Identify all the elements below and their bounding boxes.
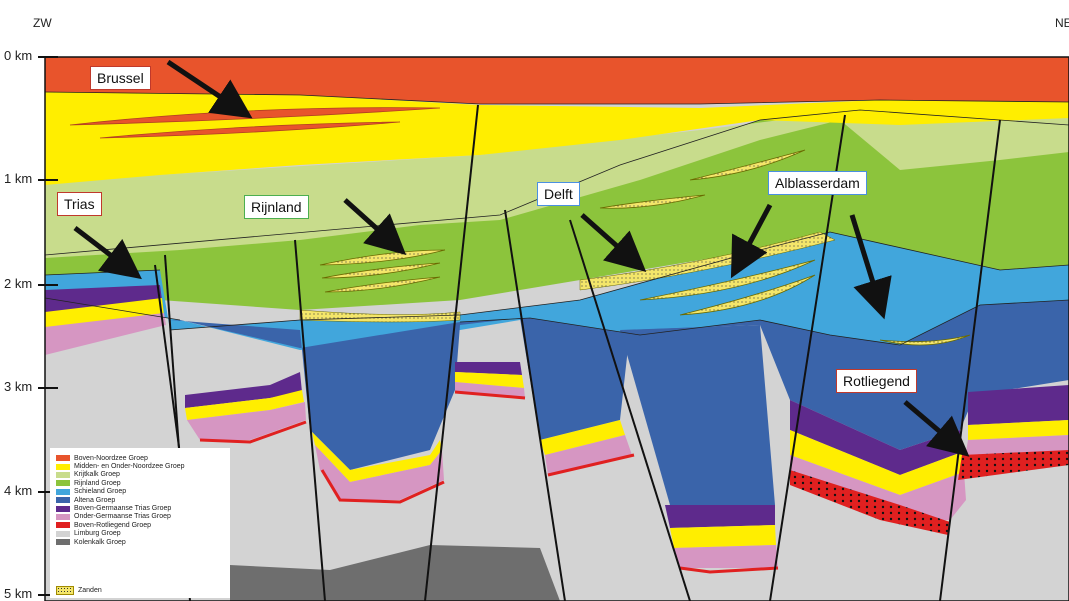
legend-label: Boven-Germaanse Trias Groep [74,505,172,513]
legend-swatch [56,513,70,520]
legend-item: Kolenkalk Groep [50,538,230,546]
depth-label-5: 5 km [4,586,33,601]
onder-trias-b4 [455,382,525,398]
legend-swatch [56,463,70,470]
legend-label: Rijnland Groep [74,479,121,487]
onder-trias-b6 [674,545,778,568]
sand-schieland-right [879,334,971,346]
sand-top-schieland-2 [579,231,836,291]
legend-label: Schieland Groep [74,488,127,496]
altena-graben [620,325,775,505]
yellow-b2 [185,390,304,420]
depth-label-2: 2 km [4,276,33,291]
callout-rotliegend: Rotliegend [836,369,917,393]
direction-left-label: ZW [33,16,52,30]
boven-trias-b2 [185,372,302,408]
boven-trias-b4 [455,362,522,375]
depth-label-1: 1 km [4,171,33,186]
legend-sand: Zanden [56,586,102,595]
sand-rijnland-1 [319,249,446,266]
callout-arrows [73,59,970,457]
legend-item: Midden- en Onder-Noordzee Groep [50,462,230,470]
callout-trias: Trias [57,192,102,216]
rotliegend-b2 [199,420,307,444]
legend-item: Schieland Groep [50,488,230,496]
legend-swatch [56,505,70,512]
rotliegend-b8 [958,450,1069,480]
yellow-b3 [312,432,442,482]
kolenkalk-layer [230,545,560,601]
legend-item: Boven-Noordzee Groep [50,454,230,462]
yellow-b4 [455,372,524,388]
sand-delft-1 [599,194,706,209]
rotliegend-b6 [679,566,779,574]
depth-label-3: 3 km [4,379,33,394]
legend-label: Kolenkalk Groep [74,538,126,546]
yellow-b5 [540,420,625,455]
yellow-b8 [968,420,1069,440]
callout-brussel: Brussel [90,66,151,90]
legend-swatch [56,455,70,462]
onder-trias-b5 [545,435,632,475]
boven-trias-b8 [968,385,1069,425]
sand-brussel-1 [69,107,441,126]
callout-alblasserdam: Alblasserdam [768,171,867,195]
legend-swatch [56,530,70,537]
legend-label: Onder-Germaanse Trias Groep [74,513,171,521]
legend-item: Krijtkalk Groep [50,471,230,479]
altena-layer [170,300,1069,470]
legend-sand-swatch [56,586,74,595]
sand-rijnland-3 [324,276,441,293]
legend-item: Boven-Rotliegend Groep [50,521,230,529]
callout-delft: Delft [537,182,580,206]
rotliegend-b7 [790,470,950,535]
boven-trias-b6 [665,505,775,528]
onder-trias-b3 [315,445,444,500]
legend-swatch [56,497,70,504]
depth-label-4: 4 km [4,483,33,498]
rotliegend-b4 [454,390,526,400]
legend-item: Altena Groep [50,496,230,504]
callout-rijnland: Rijnland [244,195,309,219]
sand-rijnland-2 [321,262,441,279]
legend-item: Rijnland Groep [50,479,230,487]
legend: Boven-Noordzee Groep Midden- en Onder-Noo… [50,448,230,598]
onder-trias-b2 [187,402,306,440]
sand-alblasserdam-2 [679,274,816,316]
legend-label: Limburg Groep [74,530,121,538]
yellow-b6 [670,525,776,548]
legend-swatch [56,471,70,478]
legend-item: Limburg Groep [50,530,230,538]
direction-right-label: NE [1055,16,1069,30]
rijnland-layer [45,110,1069,310]
section-frame [44,56,1069,601]
boven-trias-left [45,285,162,315]
yellow-b7 [790,430,964,495]
onder-trias-left [45,313,166,355]
depth-label-0: 0 km [4,48,33,63]
legend-label: Altena Groep [74,496,116,504]
boven-noordzee-layer [45,57,1069,104]
sand-brussel-2 [99,121,401,139]
onder-trias-b7 [790,455,966,520]
rotliegend-b5 [547,453,635,477]
legend-label: Boven-Noordzee Groep [74,454,148,462]
legend-item: Onder-Germaanse Trias Groep [50,513,230,521]
sand-delft-2 [689,149,806,181]
legend-swatch [56,522,70,529]
legend-sand-label: Zanden [78,587,102,594]
legend-item: Boven-Germaanse Trias Groep [50,504,230,512]
legend-label: Midden- en Onder-Noordzee Groep [74,463,185,471]
rotliegend-b3 [320,469,445,504]
legend-label: Boven-Rotliegend Groep [74,521,152,529]
midden-yellow-left [45,298,164,330]
legend-label: Krijtkalk Groep [74,471,120,479]
legend-swatch [56,488,70,495]
legend-swatch [56,539,70,546]
legend-swatch [56,480,70,487]
sand-alblasserdam-1 [639,259,816,301]
boven-trias-b7 [790,400,962,475]
